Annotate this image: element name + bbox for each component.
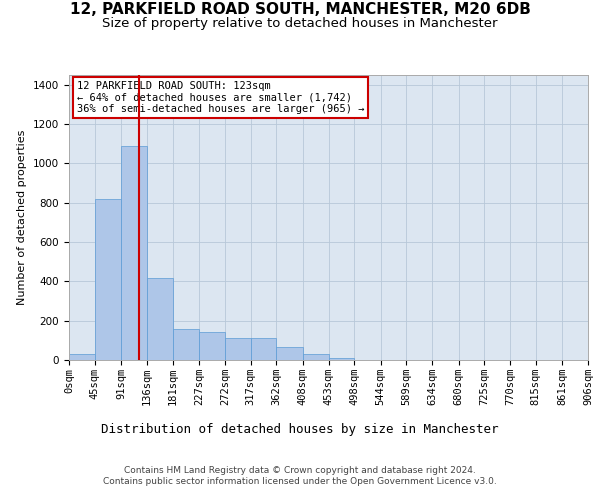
Text: Distribution of detached houses by size in Manchester: Distribution of detached houses by size … <box>101 422 499 436</box>
Text: 12, PARKFIELD ROAD SOUTH, MANCHESTER, M20 6DB: 12, PARKFIELD ROAD SOUTH, MANCHESTER, M2… <box>70 2 530 18</box>
Bar <box>251 338 277 360</box>
Bar <box>225 338 251 360</box>
Bar <box>147 278 173 360</box>
Y-axis label: Number of detached properties: Number of detached properties <box>17 130 28 305</box>
Bar <box>329 358 354 360</box>
Text: Size of property relative to detached houses in Manchester: Size of property relative to detached ho… <box>102 16 498 30</box>
Bar <box>69 354 95 360</box>
Bar <box>173 328 199 360</box>
Bar <box>95 199 121 360</box>
Bar <box>199 332 225 360</box>
Text: Contains HM Land Registry data © Crown copyright and database right 2024.: Contains HM Land Registry data © Crown c… <box>124 466 476 475</box>
Bar <box>303 354 329 360</box>
Text: 12 PARKFIELD ROAD SOUTH: 123sqm
← 64% of detached houses are smaller (1,742)
36%: 12 PARKFIELD ROAD SOUTH: 123sqm ← 64% of… <box>77 80 364 114</box>
Bar <box>121 146 147 360</box>
Text: Contains public sector information licensed under the Open Government Licence v3: Contains public sector information licen… <box>103 478 497 486</box>
Bar <box>277 347 303 360</box>
